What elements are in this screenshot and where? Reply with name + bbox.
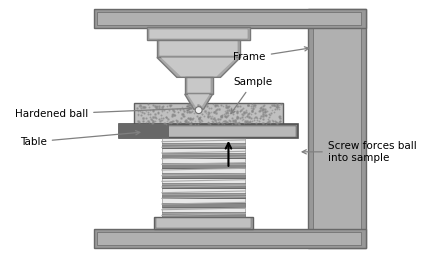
Polygon shape [162,208,246,213]
Text: Hardened ball: Hardened ball [15,106,191,119]
Polygon shape [162,194,246,198]
Polygon shape [162,168,246,174]
Polygon shape [162,184,246,188]
Text: Frame: Frame [234,47,309,62]
Bar [134,103,283,125]
Polygon shape [162,174,246,178]
Circle shape [195,107,202,114]
Bar [187,78,211,93]
Bar [97,232,360,245]
Polygon shape [157,58,240,77]
Text: Sample: Sample [231,77,272,114]
Polygon shape [162,178,246,184]
Bar [313,13,360,244]
Bar [94,9,366,28]
Polygon shape [161,58,236,76]
Polygon shape [162,148,246,154]
Bar [119,124,298,138]
Polygon shape [162,154,246,158]
Polygon shape [162,144,246,148]
Bar [119,124,169,138]
Text: Screw forces ball
into sample: Screw forces ball into sample [302,141,417,163]
Polygon shape [162,139,246,144]
Polygon shape [185,94,213,109]
Bar [94,229,366,248]
Bar [154,217,253,229]
Polygon shape [188,94,209,108]
Bar [97,12,360,25]
Bar [159,41,238,57]
Bar [156,218,251,228]
Polygon shape [162,164,246,168]
Polygon shape [162,204,246,207]
Polygon shape [162,198,246,204]
Bar [157,40,240,58]
Bar [147,27,250,40]
Bar [308,9,366,248]
Polygon shape [162,158,246,164]
Bar [121,126,296,137]
Bar [149,29,248,39]
Polygon shape [162,213,246,217]
Polygon shape [162,188,246,194]
Text: Table: Table [20,131,140,147]
Bar [185,77,213,94]
